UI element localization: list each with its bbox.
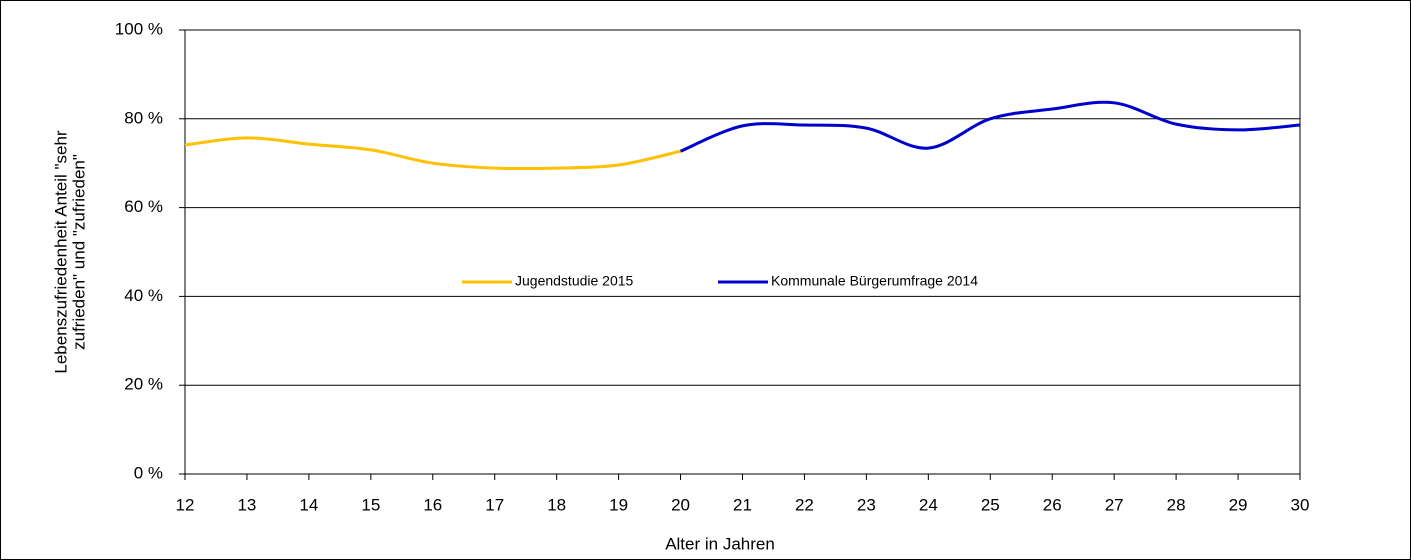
x-tick-label: 19 [609,495,628,514]
y-axis-title: Lebenszufriedenheit Anteil "sehr zufried… [51,130,88,374]
series-line [184,136,681,171]
x-tick-label: 18 [547,495,566,514]
x-tick-label: 21 [733,495,752,514]
x-tick-label: 14 [299,495,318,514]
x-tick-label: 23 [857,495,876,514]
x-tick-label: 22 [795,495,814,514]
y-tick-label: 0 % [134,463,163,482]
series-line [679,100,1301,153]
x-tick-label: 17 [485,495,504,514]
y-tick-label: 60 % [124,197,163,216]
y-tick-label: 80 % [124,108,163,127]
x-tick-label: 20 [671,495,690,514]
y-tick-label: 20 % [124,375,163,394]
x-tick-label: 29 [1229,495,1248,514]
x-tick-label: 12 [176,495,195,514]
legend-label: Kommunale Bürgerumfrage 2014 [771,273,978,289]
x-tick-label: 24 [919,495,938,514]
x-tick-label: 25 [981,495,1000,514]
x-tick-label: 27 [1105,495,1124,514]
x-tick-label: 26 [1043,495,1062,514]
x-tick-label: 15 [361,495,380,514]
x-tick-label: 30 [1291,495,1310,514]
legend-label: Jugendstudie 2015 [515,273,634,289]
x-tick-label: 28 [1167,495,1186,514]
x-tick-label: 16 [423,495,442,514]
y-tick-label: 100 % [115,19,163,38]
y-axis-title-line: zufrieden" und "zufrieden" [69,154,88,350]
x-tick-label: 13 [237,495,256,514]
y-tick-label: 40 % [124,286,163,305]
x-axis-title: Alter in Jahren [665,534,775,553]
y-axis-title-line: Lebenszufriedenheit Anteil "sehr [51,130,70,374]
